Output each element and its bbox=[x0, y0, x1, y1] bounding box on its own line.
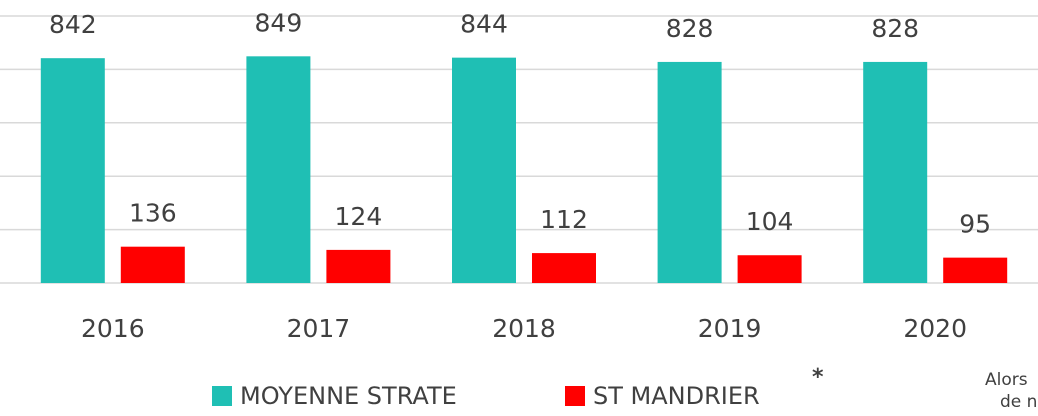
x-tick-label: 2019 bbox=[698, 314, 762, 343]
bar bbox=[863, 61, 928, 284]
value-label: 844 bbox=[460, 10, 508, 39]
value-label: 104 bbox=[746, 207, 794, 236]
x-tick-label: 2020 bbox=[903, 314, 967, 343]
value-label: 828 bbox=[871, 14, 919, 43]
x-tick-label: 2016 bbox=[81, 314, 145, 343]
value-label: 112 bbox=[540, 205, 588, 234]
bar bbox=[737, 255, 802, 283]
value-label: 95 bbox=[959, 210, 991, 239]
value-label: 849 bbox=[255, 8, 303, 37]
bar bbox=[40, 58, 105, 283]
x-tick-label: 2018 bbox=[492, 314, 556, 343]
bar bbox=[452, 57, 516, 283]
bar bbox=[120, 246, 185, 283]
legend-swatch bbox=[212, 386, 232, 406]
side-text: Alors bbox=[985, 370, 1028, 390]
bar bbox=[246, 56, 311, 283]
legend-label: ST MANDRIER bbox=[593, 382, 760, 410]
legend-label: MOYENNE STRATE bbox=[240, 382, 457, 410]
bar bbox=[532, 253, 596, 283]
value-label: 828 bbox=[666, 14, 714, 43]
bar bbox=[657, 61, 722, 284]
value-label: 124 bbox=[335, 202, 383, 231]
note-marker: * bbox=[812, 365, 824, 390]
value-label: 136 bbox=[129, 199, 177, 228]
side-text: de n bbox=[1000, 392, 1037, 412]
bar bbox=[326, 249, 391, 283]
legend-swatch bbox=[565, 386, 585, 406]
bar bbox=[943, 257, 1008, 283]
x-tick-label: 2017 bbox=[287, 314, 351, 343]
value-label: 842 bbox=[49, 10, 97, 39]
